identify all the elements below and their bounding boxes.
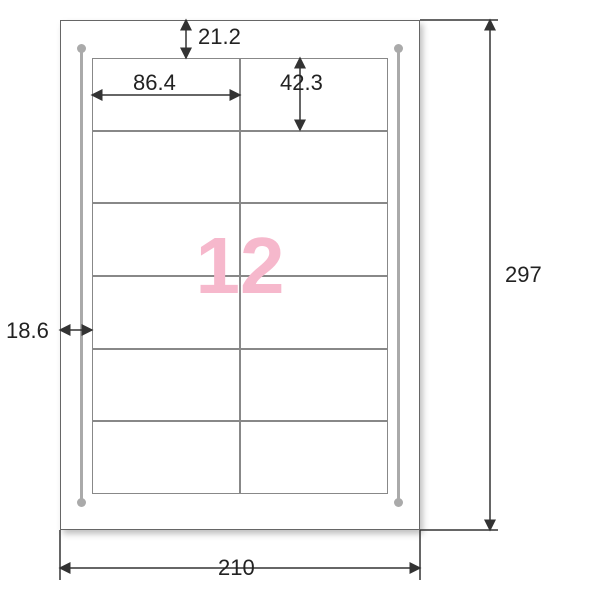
label-cell <box>92 349 240 422</box>
label-cell <box>92 421 240 494</box>
label-cell <box>240 349 388 422</box>
label-cell <box>240 131 388 204</box>
rail-dot-bl <box>77 498 86 507</box>
rail-left <box>80 50 83 502</box>
rail-dot-tl <box>77 44 86 53</box>
dim-label-height: 42.3 <box>280 70 323 96</box>
rail-right <box>397 50 400 502</box>
rail-dot-br <box>394 498 403 507</box>
label-cell <box>92 131 240 204</box>
dim-sheet-height: 297 <box>505 262 542 288</box>
dim-sheet-width: 210 <box>218 555 255 581</box>
dim-left-margin: 18.6 <box>6 318 49 344</box>
label-count-number: 12 <box>180 220 300 312</box>
rail-dot-tr <box>394 44 403 53</box>
diagram-canvas: 12 <box>0 0 600 600</box>
dim-label-width: 86.4 <box>133 70 176 96</box>
dim-top-margin: 21.2 <box>198 24 241 50</box>
label-cell <box>240 421 388 494</box>
